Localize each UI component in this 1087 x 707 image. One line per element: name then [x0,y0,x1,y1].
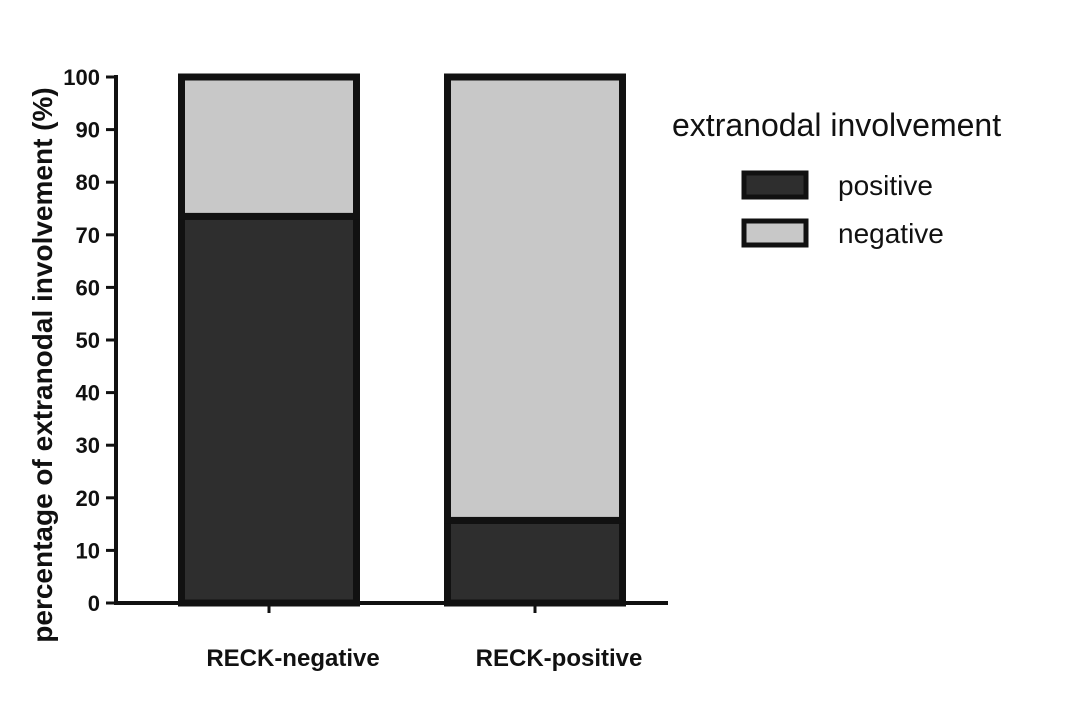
y-tick-label: 50 [76,328,100,353]
legend-swatch-positive [741,170,809,200]
y-tick-label: 0 [88,591,100,616]
y-tick-label: 100 [63,65,100,90]
legend-items: positive negative [741,170,944,249]
y-tick-label: 60 [76,275,100,300]
legend-swatch-negative [741,218,809,248]
x-category-label: RECK-negative [206,645,379,672]
y-tick-label: 70 [76,223,100,248]
axes [114,75,668,613]
bar-segment-negative [178,73,360,220]
x-category-label: RECK-positive [476,645,643,672]
x-axis-labels: RECK-negative RECK-positive [206,645,642,672]
bar-segment-positive [178,212,360,607]
y-tick-label: 20 [76,486,100,511]
legend-label-positive: positive [838,170,933,201]
bars [178,73,626,607]
y-axis-ticks: 0 10 20 30 40 50 60 70 80 90 100 [63,65,116,616]
y-tick-label: 90 [76,118,100,143]
legend: extranodal involvement positive negative [672,107,1001,249]
y-axis-label: percentage of extranodal involvement (%) [27,87,58,642]
legend-label-negative: negative [838,218,944,249]
y-tick-label: 80 [76,170,100,195]
y-tick-label: 30 [76,433,100,458]
bar-segment-negative [444,73,626,524]
legend-title: extranodal involvement [672,107,1001,143]
y-tick-label: 10 [76,538,100,563]
y-tick-label: 40 [76,381,100,406]
bar-segment-positive [444,516,626,607]
